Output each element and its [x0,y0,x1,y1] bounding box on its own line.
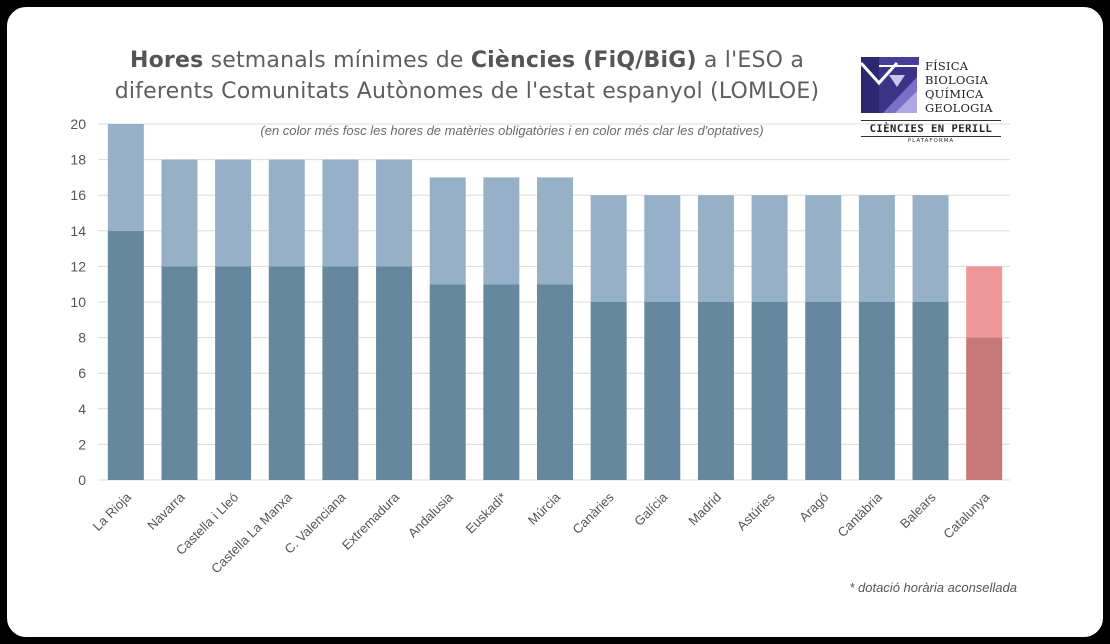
bar-optional [107,124,144,231]
bar-mandatory [858,302,895,480]
logo-tagline: CIÈNCIES EN PERILL [869,123,993,135]
x-tick-label: Andalusia [405,489,457,541]
y-tick-label: 14 [70,223,86,239]
bar-mandatory [805,302,842,480]
logo-words: FÍSICA BIOLOGIA QUÍMICA GEOLOGIA [925,59,993,115]
x-tick-label: Navarra [144,489,188,533]
chart-title-line1: Hores setmanals mínimes de Ciències (FiQ… [77,45,857,76]
bar-mandatory [966,337,1003,480]
x-tick-label: Extremadura [339,489,403,553]
bar-optional [912,195,949,302]
logo-word: BIOLOGIA [925,73,989,87]
chart-title-line2: diferents Comunitats Autònomes de l'esta… [114,79,820,104]
bar-optional [966,266,1003,338]
y-tick-label: 18 [70,152,86,168]
logo-word: GEOLOGIA [925,101,993,115]
bar-optional [590,195,627,302]
logo-divider [861,136,1001,137]
logo-mark-icon [859,57,919,113]
x-tick-label: Catalunya [940,489,993,542]
y-tick-label: 8 [78,330,86,346]
y-tick-label: 20 [70,116,86,132]
y-tick-label: 16 [70,187,86,203]
y-tick-label: 6 [78,365,86,381]
bar-mandatory [751,302,788,480]
bar-mandatory [107,230,144,480]
title-part: Hores [129,48,204,73]
bar-optional [429,177,466,285]
bar-optional [483,177,520,285]
x-tick-label: Aragó [796,490,831,525]
bar-mandatory [590,302,627,480]
title-part: Ciències (FiQ/BiG) [470,48,697,73]
x-tick-label: Euskadi* [463,490,510,537]
y-tick-label: 4 [78,401,86,417]
bar-optional [751,195,788,302]
bar-optional [697,195,734,302]
bar-optional [322,159,359,267]
y-tick-label: 10 [70,294,86,310]
chart-subtitle: (en color més fosc les hores de matèries… [260,123,764,138]
x-tick-label: Múrcia [525,489,564,528]
footnote: * dotació horària aconsellada [849,580,1017,595]
bar-optional [537,177,573,285]
logo-divider [861,120,1001,121]
title-part: setmanals mínimes de [203,48,471,73]
chart-title: Hores setmanals mínimes de Ciències (FiQ… [77,45,857,107]
x-tick-label: Balears [897,489,939,531]
x-tick-label: La Rioja [90,489,135,534]
bar-mandatory [268,266,305,480]
x-tick-label: Galícia [631,489,671,529]
y-tick-label: 12 [70,258,86,274]
bar-optional [805,195,842,302]
bar-mandatory [429,284,466,480]
bar-mandatory [376,266,413,480]
logo-word: QUÍMICA [925,87,984,101]
bar-mandatory [161,266,198,480]
x-tick-label: Cantàbria [835,489,886,540]
logo-word: FÍSICA [925,59,969,73]
y-tick-label: 2 [78,436,86,452]
bar-optional [268,159,305,267]
bar-mandatory [322,266,359,480]
logo-subline: PLATAFORMA [907,138,955,144]
bar-mandatory [697,302,734,480]
x-tick-label: Astúries [734,489,778,533]
x-tick-label: Canàries [569,489,617,537]
bar-optional [376,159,413,267]
x-tick-label: Madrid [685,490,724,529]
y-tick-label: 0 [78,472,86,488]
ciencies-en-perill-logo: FÍSICA BIOLOGIA QUÍMICA GEOLOGIA CIÈNCIE… [855,53,1007,163]
bar-mandatory [215,266,252,480]
bar-optional [161,159,198,267]
bar-optional [858,195,895,302]
bar-optional [215,159,252,267]
bar-mandatory [644,302,681,480]
title-part: a l'ESO a [696,48,805,73]
bar-mandatory [537,284,573,480]
bar-mandatory [483,284,520,480]
bar-optional [644,195,681,302]
bar-mandatory [912,302,949,480]
